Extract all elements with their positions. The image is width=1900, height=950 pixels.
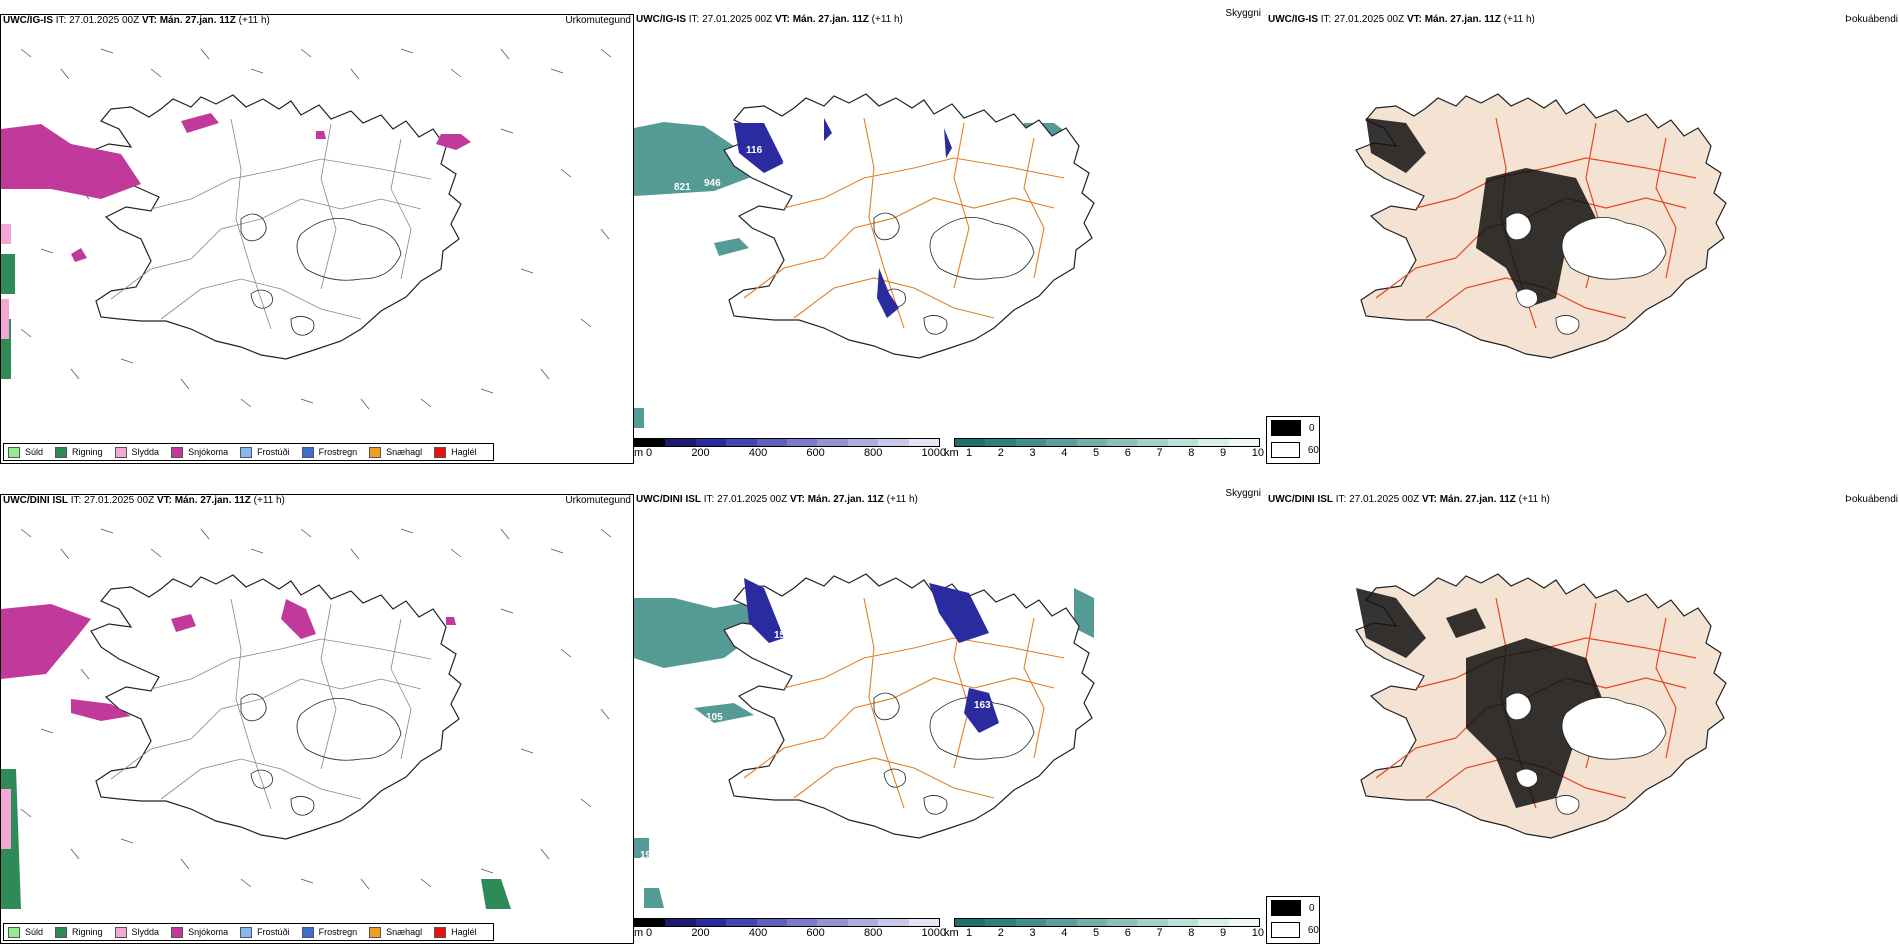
ceiling-ticks: 0 200 400 600 800 1000 [646,927,946,939]
parameter-label: Þokuábendi [1845,494,1898,505]
precip-map [1,528,612,909]
ceiling-colorbar [634,438,940,447]
precip-snow-areas [1,113,471,262]
map-label: 159 [774,630,791,641]
legend-item: Rigning [55,926,103,938]
legend-item: Frostúði [240,926,290,938]
legend-item: Slydda [114,446,159,458]
legend-item: Snæhagl [369,446,422,458]
precip-map [1,48,612,410]
parameter-label: Skyggni [1225,8,1261,19]
ceiling-unit: m [634,927,644,939]
legend-item: Haglél [434,926,477,938]
legend-item: Slydda [114,926,159,938]
visibility-panel-bottom: UWC/DINI ISL IT: 27.01.2025 00Z VT: Mán.… [634,488,1266,944]
map-label: 265 [704,255,721,266]
precip-legend: Súld Rigning Slydda Snjókoma Frostúði Fr… [3,443,494,461]
fog-panel-top: UWC/IG-IS IT: 27.01.2025 00Z VT: Mán. 27… [1266,14,1900,464]
precip-sleet-areas [1,789,11,849]
map-label: 821 [674,182,691,193]
precip-legend: Súld Rigning Slydda Snjókoma Frostúði Fr… [3,923,494,941]
visibility-unit: km [944,927,959,939]
visibility-colorbar [954,438,1260,447]
visibility-map: 159 163 105 204 190 [634,573,1095,908]
fog-panel-bottom: UWC/DINI ISL IT: 27.01.2025 00Z VT: Mán.… [1266,494,1900,944]
map-label: 163 [974,700,991,711]
parameter-label: Skyggni [1225,488,1261,499]
precip-snow-areas [1,599,456,721]
parameter-label: Úrkomutegund [565,15,631,26]
legend-item: Súld [8,446,43,458]
visibility-ticks: 1 2 3 4 5 6 7 8 9 10 [966,927,1264,939]
ceiling-colorbar [634,918,940,927]
visibility-ticks: 1 2 3 4 5 6 7 8 9 10 [966,447,1264,459]
panel-title: UWC/IG-IS IT: 27.01.2025 00Z VT: Mán. 27… [3,15,270,26]
fog-map [1355,93,1727,359]
map-label: 142 [796,131,813,142]
legend-item: Snæhagl [369,926,422,938]
legend-item: Snjókoma [171,926,228,938]
panel-title: UWC/IG-IS IT: 27.01.2025 00Z VT: Mán. 27… [1268,14,1535,25]
legend-item: Snjókoma [171,446,228,458]
legend-item: Frostúði [240,446,290,458]
map-label: 104 [782,155,799,166]
fog-legend: 0 60 [1266,896,1320,944]
fog-map [1355,573,1727,839]
legend-item: Frostregn [301,446,357,458]
panel-title: UWC/DINI ISL IT: 27.01.2025 00Z VT: Mán.… [3,495,285,506]
map-label: 105 [706,712,723,723]
ceiling-ticks: 0 200 400 600 800 1000 [646,447,946,459]
visibility-map: 116 142 104 821 946 265 [634,93,1095,428]
legend-item: Frostregn [301,926,357,938]
visibility-colorbar [954,918,1260,927]
precip-panel-top: UWC/IG-IS IT: 27.01.2025 00Z VT: Mán. 27… [0,14,634,464]
panel-title: UWC/DINI ISL IT: 27.01.2025 00Z VT: Mán.… [1268,494,1550,505]
precip-panel-bottom: UWC/DINI ISL IT: 27.01.2025 00Z VT: Mán.… [0,494,634,944]
legend-item: Haglél [434,446,477,458]
precip-sleet-areas [1,224,11,339]
visibility-panel-top: UWC/IG-IS IT: 27.01.2025 00Z VT: Mán. 27… [634,8,1266,464]
map-label: 190 [640,850,657,861]
legend-item: Súld [8,926,43,938]
map-label: 116 [746,145,763,156]
panel-title: UWC/DINI ISL IT: 27.01.2025 00Z VT: Mán.… [636,494,918,505]
visibility-unit: km [944,447,959,459]
ceiling-unit: m [634,447,644,459]
fog-legend: 0 60 [1266,416,1320,464]
parameter-label: Úrkomutegund [565,495,631,506]
map-label: 946 [704,178,721,189]
parameter-label: Þokuábendi [1845,14,1898,25]
map-label: 204 [638,792,655,803]
precip-rain-areas [1,254,15,379]
legend-item: Rigning [55,446,103,458]
panel-title: UWC/IG-IS IT: 27.01.2025 00Z VT: Mán. 27… [636,14,903,25]
